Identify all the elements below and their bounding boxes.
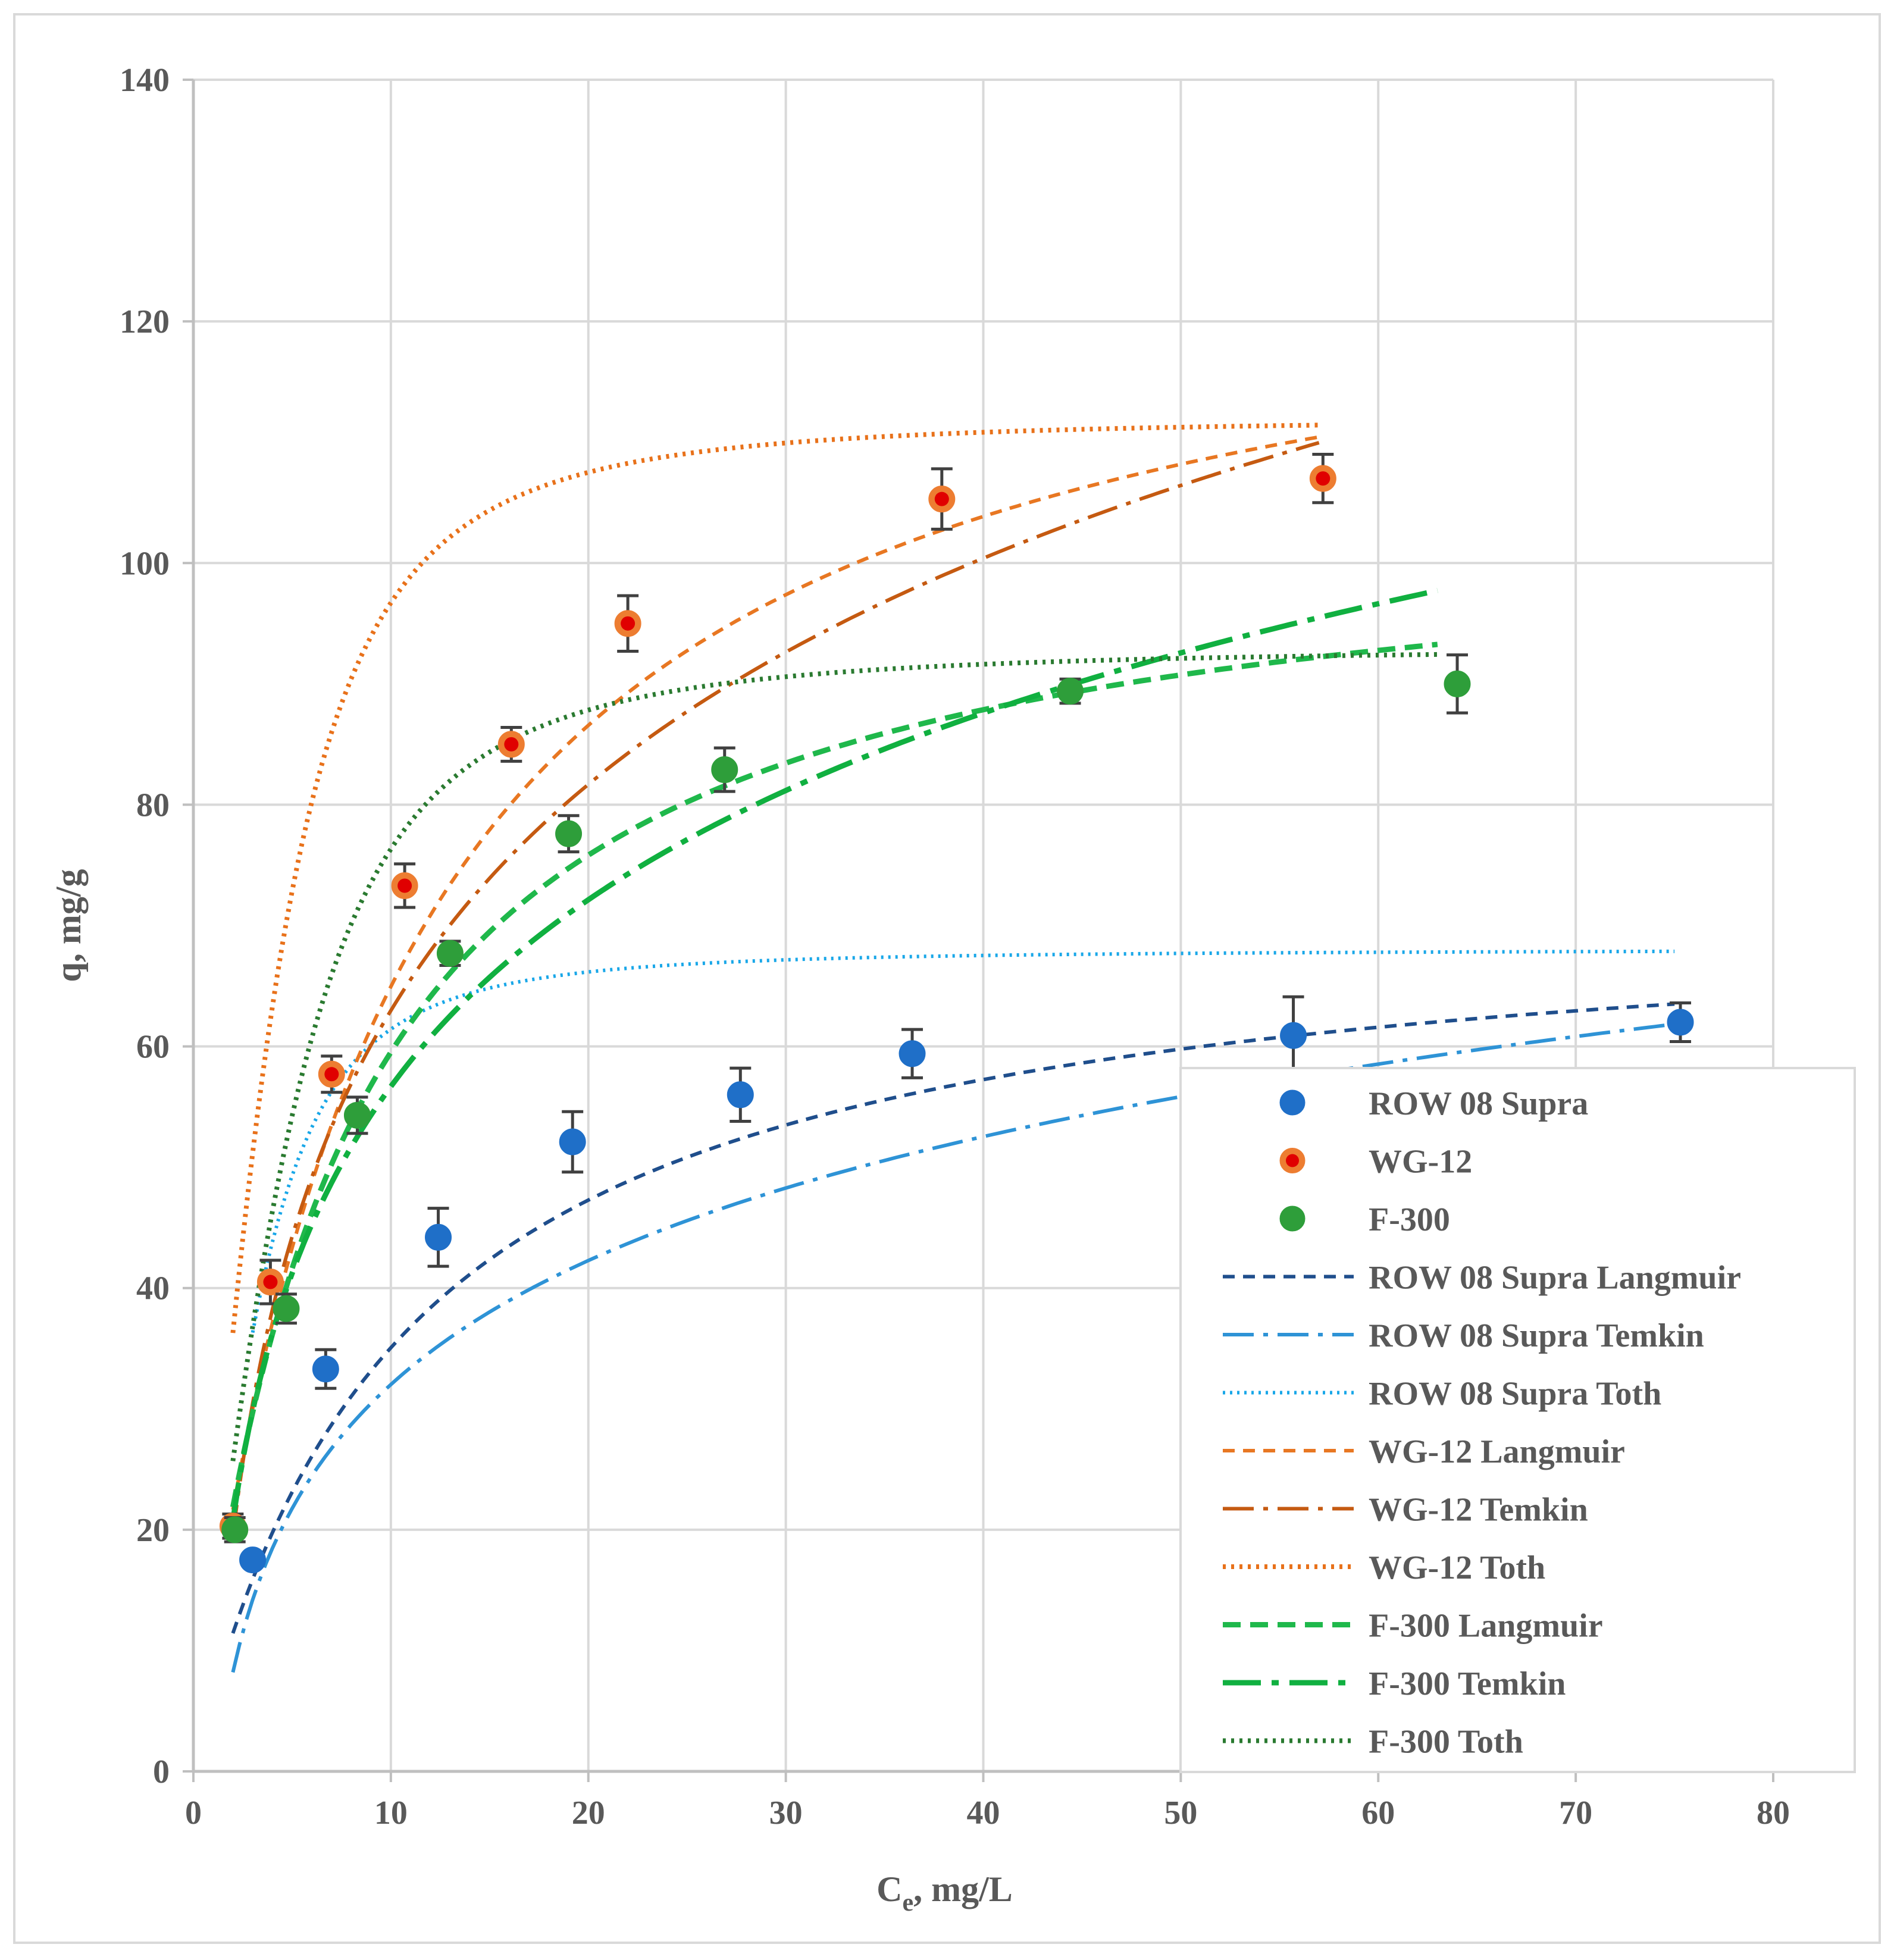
data-point-center [1316, 471, 1331, 486]
data-point-center [263, 1275, 278, 1289]
legend-label: WG-12 Toth [1369, 1549, 1545, 1586]
data-point-center [324, 1067, 339, 1082]
fit-curve-wg-12-langmuir [231, 435, 1320, 1510]
y-tick-label: 100 [120, 545, 170, 582]
y-tick-label: 120 [120, 303, 170, 340]
x-tick-label: 40 [967, 1795, 1000, 1831]
data-point [273, 1295, 300, 1322]
data-point [555, 820, 583, 847]
fit-curve-wg-12-toth [230, 422, 1319, 1333]
y-tick-label: 80 [136, 787, 170, 824]
y-tick-label: 20 [136, 1512, 170, 1549]
data-point [899, 1040, 926, 1067]
y-tick-label: 0 [153, 1754, 170, 1790]
data-point [436, 940, 464, 967]
legend-label: WG-12 Temkin [1369, 1492, 1588, 1529]
x-tick-label: 10 [374, 1795, 408, 1831]
legend-label: F-300 Toth [1369, 1724, 1523, 1761]
legend-label: F-300 [1369, 1201, 1450, 1238]
data-point [425, 1223, 452, 1251]
legend-label: ROW 08 Supra Temkin [1369, 1317, 1704, 1354]
legend-box [1179, 1067, 1856, 1773]
x-tick-label: 30 [769, 1795, 803, 1831]
x-axis-title: Ce, mg/L [876, 1870, 1013, 1917]
legend-label: ROW 08 Supra [1369, 1085, 1588, 1122]
series-row-08-supra [239, 995, 1694, 1574]
legend: ROW 08 Supra WG-12 F-300 ROW 08 Supra Langm… [1179, 1067, 1856, 1773]
series-wg-12 [219, 453, 1336, 1540]
fit-curve-f-300-toth [230, 652, 1438, 1461]
x-tick-label: 50 [1164, 1795, 1197, 1831]
x-tick-label: 20 [572, 1795, 605, 1831]
data-point [1280, 1022, 1307, 1049]
legend-label: ROW 08 Supra Langmuir [1369, 1260, 1741, 1297]
data-point-center [934, 491, 949, 506]
legend-marker [1279, 1089, 1306, 1116]
legend-label: ROW 08 Supra Toth [1369, 1376, 1661, 1413]
data-point-center [504, 737, 519, 752]
x-tick-label: 70 [1559, 1795, 1592, 1831]
data-point [559, 1128, 586, 1156]
fit-curve-row-08-supra-langmuir [231, 1002, 1675, 1634]
x-tick-label: 60 [1361, 1795, 1395, 1831]
y-axis-title: q, mg/g [49, 869, 88, 982]
data-point [343, 1101, 371, 1129]
fit-curve-row-08-supra-temkin [231, 1022, 1675, 1673]
y-tick-label: 40 [136, 1270, 170, 1307]
legend-label: WG-12 Langmuir [1369, 1433, 1625, 1470]
gridlines [193, 79, 1774, 1771]
data-point [1444, 670, 1471, 697]
data-points [219, 453, 1694, 1574]
fit-curves [230, 422, 1675, 1673]
fit-curve-f-300-temkin [230, 588, 1438, 1521]
legend-marker-center [1286, 1154, 1299, 1167]
x-tick-label: 0 [185, 1795, 202, 1831]
data-point [1667, 1009, 1694, 1036]
series-f-300 [221, 653, 1471, 1543]
legend-marker [1279, 1206, 1306, 1232]
data-point [1057, 678, 1084, 705]
y-tick-label: 140 [120, 62, 170, 99]
data-point [239, 1546, 267, 1574]
data-point [312, 1355, 339, 1383]
data-point-center [621, 616, 635, 631]
y-tick-label: 60 [136, 1029, 170, 1066]
legend-label: F-300 Temkin [1369, 1665, 1566, 1702]
legend-label: F-300 Langmuir [1369, 1608, 1603, 1645]
x-tick-label: 80 [1757, 1795, 1790, 1831]
data-point [727, 1081, 754, 1109]
legend-label: WG-12 [1369, 1144, 1472, 1181]
data-point [711, 756, 738, 784]
fit-curve-wg-12-temkin [231, 441, 1320, 1536]
fit-curve-f-300-langmuir [230, 641, 1438, 1508]
data-point-center [397, 878, 412, 893]
data-point [221, 1516, 249, 1543]
